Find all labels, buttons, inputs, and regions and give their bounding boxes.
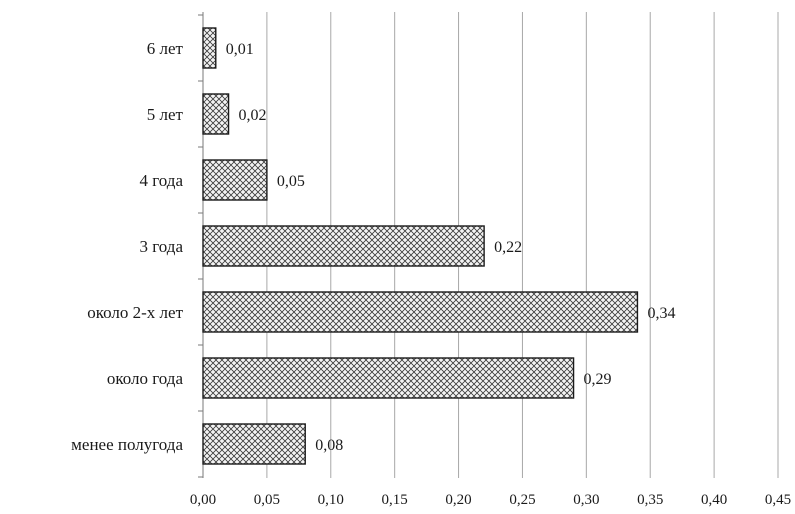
value-label-3: 0,22 [494,239,522,256]
x-tick-label-5: 0,25 [509,492,535,508]
bars [202,27,639,465]
x-tick-label-8: 0,40 [701,492,727,508]
bar-5 [202,357,575,399]
x-tick-label-9: 0,45 [765,492,791,508]
x-tick-label-3: 0,15 [382,492,408,508]
value-label-2: 0,05 [277,173,305,190]
bar-2 [202,159,268,201]
bar-6 [202,423,306,465]
value-label-6: 0,08 [315,437,343,454]
category-label-1: 5 лет [147,105,184,124]
category-label-6: менее полугода [71,435,183,454]
x-tick-label-0: 0,00 [190,492,216,508]
bar-0 [202,27,217,69]
value-label-0: 0,01 [226,41,254,58]
x-tick-label-7: 0,35 [637,492,663,508]
category-label-0: 6 лет [147,39,184,58]
value-label-4: 0,34 [647,305,675,322]
category-label-5: около года [107,369,184,388]
bar-1 [202,93,230,135]
bar-4 [202,291,639,333]
bar-3 [202,225,485,267]
x-tick-label-1: 0,05 [254,492,280,508]
x-tick-label-6: 0,30 [573,492,599,508]
value-label-5: 0,29 [584,371,612,388]
category-label-2: 4 года [139,171,183,190]
category-label-3: 3 года [139,237,183,256]
value-label-1: 0,02 [239,107,267,124]
x-tick-label-4: 0,20 [445,492,471,508]
labels: 0,00 0,05 0,10 0,15 0,20 0,25 0,30 0,35 0,40 0,45… [71,39,791,508]
category-label-4: около 2-х лет [87,303,183,322]
x-tick-label-2: 0,10 [318,492,344,508]
